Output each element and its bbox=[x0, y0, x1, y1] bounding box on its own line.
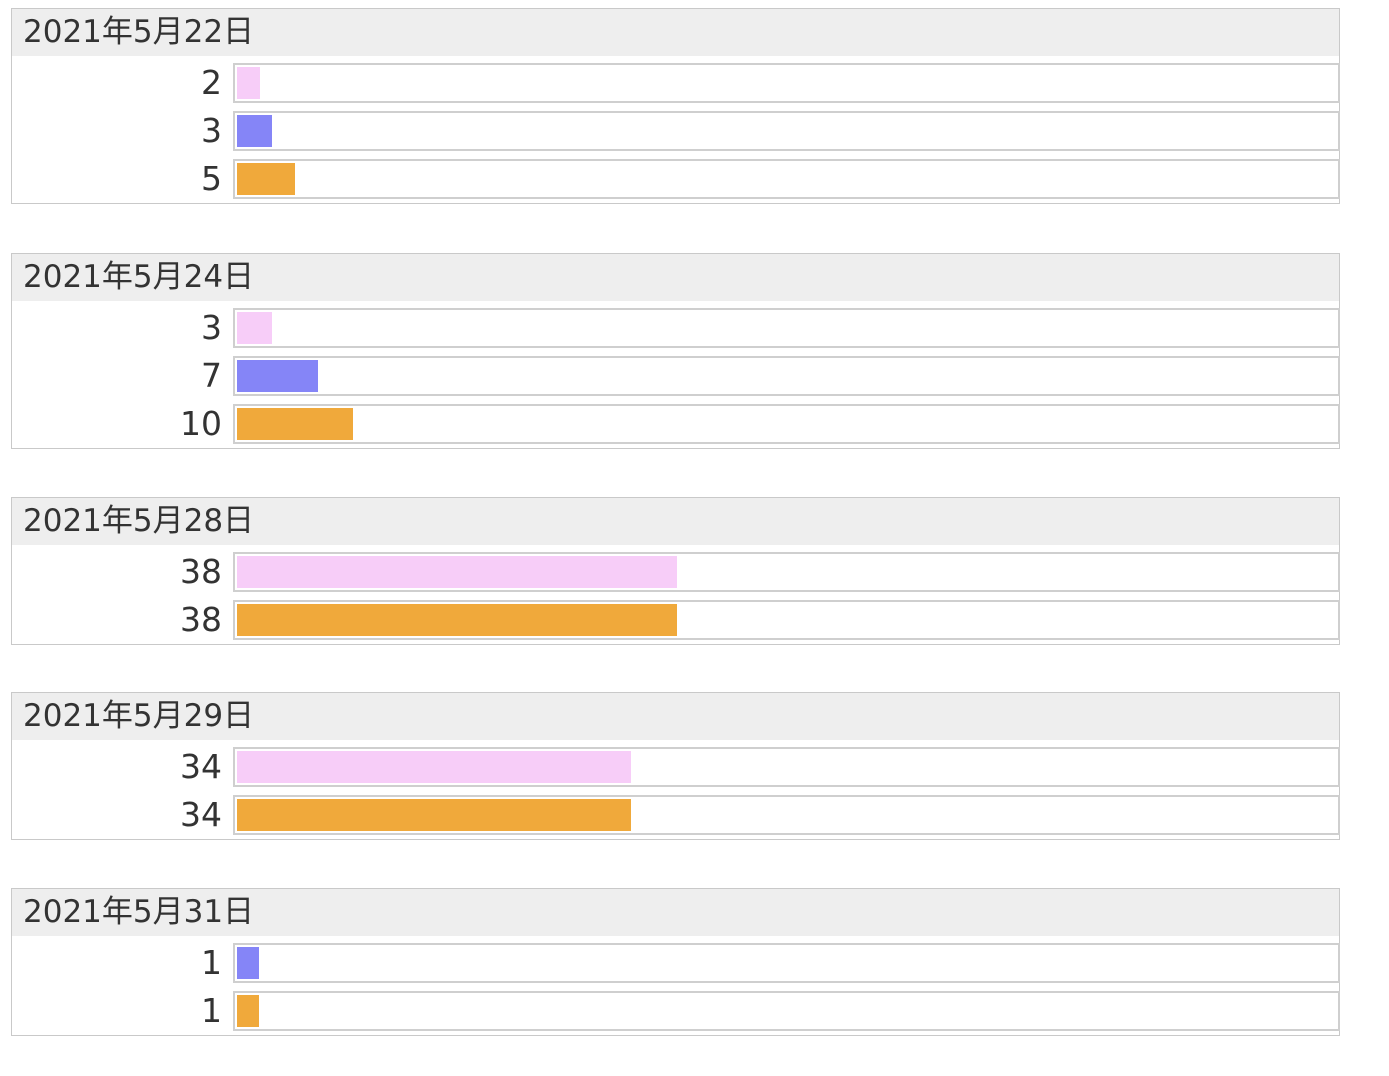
bar-row: 34 bbox=[12, 795, 1340, 835]
bar bbox=[237, 799, 631, 831]
bar-value-label: 1 bbox=[201, 943, 222, 982]
bar bbox=[237, 115, 272, 147]
bar bbox=[237, 751, 631, 783]
bar-row: 34 bbox=[12, 747, 1340, 787]
bar-value-label: 2 bbox=[201, 63, 222, 102]
chart-group: 2021年5月29日 34 34 bbox=[11, 692, 1340, 840]
bar-track bbox=[233, 308, 1340, 348]
bar-track bbox=[233, 600, 1340, 640]
bar-row: 10 bbox=[12, 404, 1340, 444]
bar bbox=[237, 408, 353, 440]
chart-group: 2021年5月31日 1 1 bbox=[11, 888, 1340, 1036]
group-date-header: 2021年5月29日 bbox=[12, 693, 1339, 740]
chart-group: 2021年5月24日 3 7 10 bbox=[11, 253, 1340, 449]
bar-value-label: 10 bbox=[180, 404, 222, 443]
group-date-header: 2021年5月24日 bbox=[12, 254, 1339, 301]
chart-group: 2021年5月22日 2 3 5 bbox=[11, 8, 1340, 204]
group-date-header: 2021年5月28日 bbox=[12, 498, 1339, 545]
bar-value-label: 3 bbox=[201, 308, 222, 347]
bar-value-label: 5 bbox=[201, 159, 222, 198]
bar-track bbox=[233, 404, 1340, 444]
bar-track bbox=[233, 111, 1340, 151]
bar-value-label: 1 bbox=[201, 991, 222, 1030]
bar-value-label: 3 bbox=[201, 111, 222, 150]
bar-track bbox=[233, 943, 1340, 983]
group-date-header: 2021年5月22日 bbox=[12, 9, 1339, 56]
bar bbox=[237, 995, 259, 1027]
bar-row: 38 bbox=[12, 600, 1340, 640]
bar-track bbox=[233, 991, 1340, 1031]
bar bbox=[237, 360, 318, 392]
bar-value-label: 38 bbox=[180, 600, 222, 639]
bar-value-label: 38 bbox=[180, 552, 222, 591]
bar bbox=[237, 163, 295, 195]
bar-track bbox=[233, 552, 1340, 592]
bar-row: 3 bbox=[12, 308, 1340, 348]
bar-row: 5 bbox=[12, 159, 1340, 199]
bar-track bbox=[233, 63, 1340, 103]
bar-track bbox=[233, 747, 1340, 787]
bar bbox=[237, 556, 677, 588]
bar-row: 2 bbox=[12, 63, 1340, 103]
bar-value-label: 34 bbox=[180, 747, 222, 786]
chart-group: 2021年5月28日 38 38 bbox=[11, 497, 1340, 645]
bar-track bbox=[233, 159, 1340, 199]
bar-value-label: 7 bbox=[201, 356, 222, 395]
bar bbox=[237, 312, 272, 344]
bar-row: 1 bbox=[12, 991, 1340, 1031]
bar bbox=[237, 67, 260, 99]
bar-value-label: 34 bbox=[180, 795, 222, 834]
bar-track bbox=[233, 795, 1340, 835]
bar-row: 7 bbox=[12, 356, 1340, 396]
bar bbox=[237, 947, 259, 979]
bar-track bbox=[233, 356, 1340, 396]
bar bbox=[237, 604, 677, 636]
bar-row: 3 bbox=[12, 111, 1340, 151]
bar-row: 1 bbox=[12, 943, 1340, 983]
bar-row: 38 bbox=[12, 552, 1340, 592]
group-date-header: 2021年5月31日 bbox=[12, 889, 1339, 936]
